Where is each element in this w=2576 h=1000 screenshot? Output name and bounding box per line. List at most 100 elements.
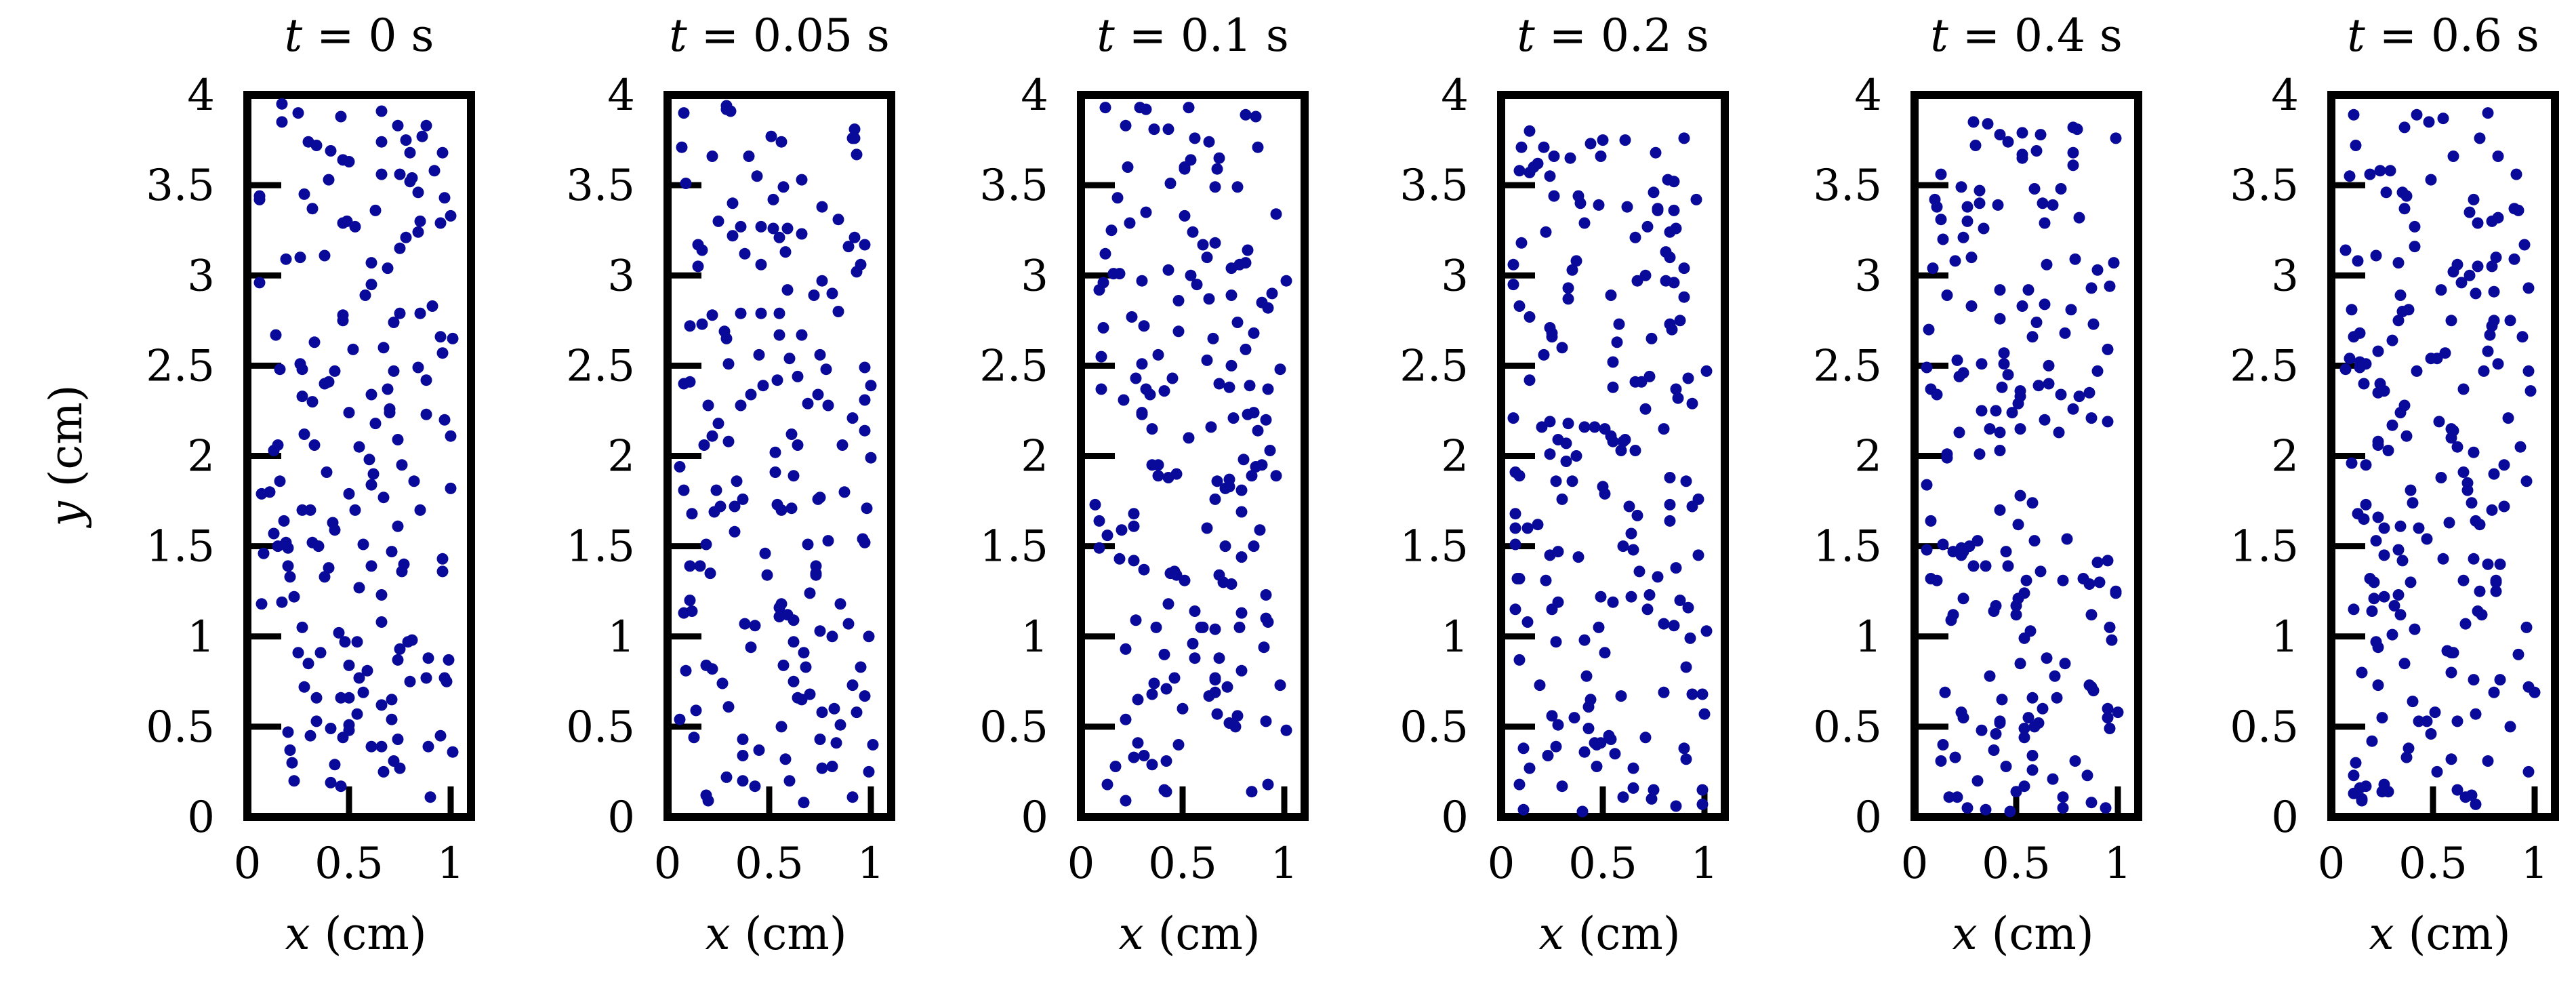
data-point bbox=[832, 214, 844, 226]
data-point bbox=[1625, 591, 1637, 603]
data-point bbox=[1544, 448, 1556, 460]
data-point bbox=[775, 136, 788, 148]
data-point bbox=[359, 289, 371, 301]
x-axis-variable: x bbox=[2369, 908, 2394, 960]
data-point bbox=[1538, 348, 1550, 361]
data-point bbox=[814, 492, 826, 504]
data-point bbox=[2378, 549, 2390, 561]
data-point bbox=[1947, 609, 1959, 621]
data-point bbox=[757, 380, 769, 392]
y-tick-label: 2 bbox=[607, 432, 635, 482]
data-point bbox=[2398, 203, 2411, 215]
data-point bbox=[2429, 706, 2441, 719]
data-point bbox=[1931, 388, 1943, 401]
data-point bbox=[1631, 275, 1643, 287]
data-point bbox=[1264, 445, 1276, 456]
data-point bbox=[2104, 621, 2116, 633]
data-point bbox=[2065, 304, 2077, 316]
data-point bbox=[2386, 628, 2398, 641]
data-point bbox=[1189, 132, 1201, 144]
y-tick-label: 0 bbox=[187, 793, 215, 843]
data-point bbox=[863, 765, 875, 778]
data-point bbox=[832, 306, 844, 317]
data-point bbox=[842, 618, 855, 630]
data-point bbox=[761, 569, 773, 581]
data-point bbox=[1546, 327, 1558, 339]
data-point bbox=[1939, 686, 1951, 698]
data-point bbox=[749, 780, 761, 793]
data-point bbox=[1534, 679, 1546, 692]
data-point bbox=[1179, 574, 1191, 586]
data-point bbox=[2445, 753, 2457, 765]
data-point bbox=[2457, 383, 2470, 395]
data-point bbox=[1254, 524, 1266, 536]
data-point bbox=[706, 309, 718, 321]
data-point bbox=[255, 487, 268, 500]
data-point bbox=[329, 524, 341, 536]
data-point bbox=[2431, 353, 2443, 365]
data-point bbox=[1128, 508, 1140, 520]
data-point bbox=[1099, 102, 1111, 114]
data-point bbox=[1957, 593, 1969, 605]
data-point bbox=[1235, 664, 1248, 677]
data-point bbox=[727, 197, 739, 209]
data-point bbox=[822, 535, 834, 547]
data-point bbox=[1652, 204, 1664, 216]
data-point bbox=[2445, 666, 2457, 679]
data-point bbox=[2055, 388, 2067, 401]
y-tick-label: 3 bbox=[1021, 251, 1048, 301]
data-point bbox=[1998, 358, 2010, 370]
data-point bbox=[1576, 805, 1589, 818]
data-point bbox=[686, 605, 698, 617]
y-tick-label: 2 bbox=[1854, 432, 1882, 482]
data-point bbox=[1205, 421, 1217, 433]
data-point bbox=[1203, 136, 1215, 148]
panel-5: 0 0.5 1 1.5 2 2.5 3 3.5 4 0 0.5 1 t = 0.4 s x (cm) bbox=[1813, 9, 2142, 960]
data-point bbox=[1627, 782, 1639, 794]
data-point bbox=[323, 376, 335, 388]
data-point bbox=[1158, 385, 1170, 397]
data-point bbox=[755, 258, 767, 271]
data-point bbox=[2344, 170, 2356, 182]
data-point bbox=[2348, 603, 2360, 616]
data-point bbox=[1160, 683, 1172, 695]
data-point bbox=[1521, 522, 1534, 534]
data-point bbox=[700, 538, 712, 551]
data-point bbox=[2110, 585, 2122, 597]
data-point bbox=[1262, 616, 1274, 628]
data-point bbox=[1213, 652, 1225, 664]
title-variable: t bbox=[1097, 9, 1115, 62]
data-point bbox=[2447, 647, 2459, 659]
title-variable: t bbox=[669, 9, 687, 62]
data-point bbox=[386, 713, 398, 725]
data-point bbox=[1990, 728, 2002, 740]
data-point bbox=[1593, 621, 1605, 633]
data-point bbox=[1513, 573, 1526, 584]
data-point bbox=[258, 547, 270, 559]
data-point bbox=[1937, 538, 1949, 551]
data-point bbox=[2488, 686, 2500, 698]
data-point bbox=[404, 675, 416, 687]
data-point bbox=[834, 719, 846, 731]
data-point bbox=[1582, 723, 1595, 734]
data-point bbox=[1700, 625, 1713, 637]
data-point bbox=[1680, 661, 1692, 673]
data-points bbox=[253, 98, 459, 803]
data-point bbox=[1982, 118, 1994, 130]
data-point bbox=[2433, 416, 2445, 428]
data-point bbox=[1629, 231, 1641, 243]
data-point bbox=[369, 204, 382, 216]
data-point bbox=[306, 203, 319, 215]
data-point bbox=[788, 470, 800, 482]
data-point bbox=[1951, 354, 1963, 366]
data-point bbox=[1213, 152, 1225, 164]
data-point bbox=[416, 130, 428, 142]
y-tick-label: 1.5 bbox=[146, 522, 215, 572]
data-point bbox=[1274, 363, 1286, 376]
x-axis-label: x (cm) bbox=[2369, 908, 2510, 960]
data-point bbox=[692, 239, 704, 251]
data-point bbox=[2437, 553, 2449, 565]
data-point bbox=[810, 569, 822, 581]
data-point bbox=[1509, 603, 1521, 616]
data-point bbox=[2091, 365, 2104, 377]
